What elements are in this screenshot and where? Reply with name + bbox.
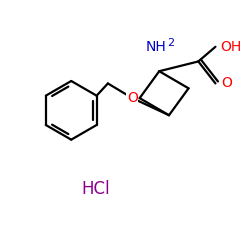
Text: NH: NH	[145, 40, 166, 54]
Text: 2: 2	[167, 38, 174, 48]
Text: O: O	[222, 76, 232, 90]
Text: HCl: HCl	[81, 180, 110, 198]
Text: OH: OH	[220, 40, 241, 54]
Text: O: O	[127, 91, 138, 105]
